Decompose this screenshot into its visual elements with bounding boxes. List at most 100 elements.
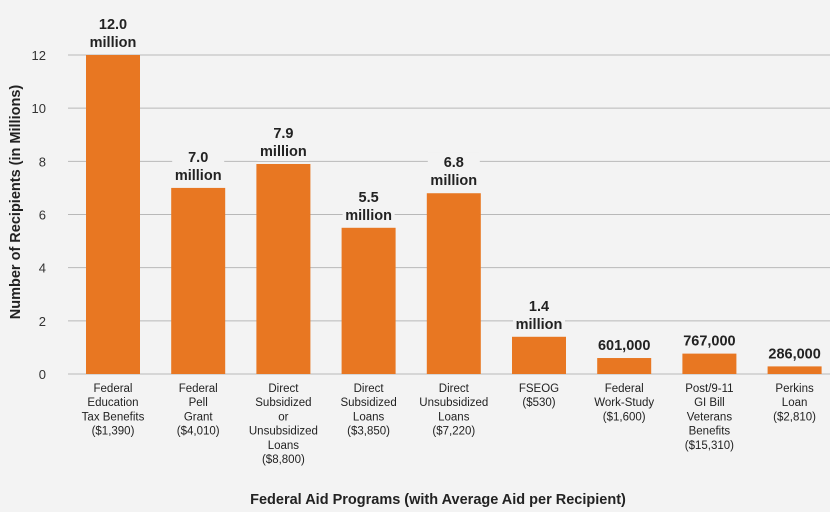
data-label-background [768,343,821,364]
data-label-line: million [260,144,307,160]
bar [256,163,311,374]
bar [512,336,566,374]
category-label-line: ($15,310) [685,440,734,452]
category-label-line: ($8,800) [262,454,305,466]
bars [86,55,822,374]
category-label-line: Federal [605,383,644,395]
data-label: 7.9 million [260,126,307,160]
category-label-line: Subsidized [340,397,396,409]
data-label: 5.5 million [345,190,392,224]
category-label-line: Direct [354,383,385,395]
category-label-line: GI Bill [694,397,725,409]
x-category-label: Direct Subsidized or Unsubsidized Loans ($8,8… [249,383,318,466]
data-label-background [683,330,736,351]
bar [341,227,396,374]
category-label-line: Benefits [689,426,731,438]
bar [426,193,481,374]
category-label-line: Work-Study [594,397,654,409]
category-label-line: Subsidized [255,397,311,409]
x-axis-title: Federal Aid Programs (with Average Aid p… [250,492,626,508]
data-label: 286,000 [768,346,820,362]
x-category-label: Federal Education Tax Benefits ($1,390) [82,383,145,438]
data-label-background [598,335,651,356]
x-axis-categories: Federal Education Tax Benefits ($1,390)Fede… [82,383,817,466]
y-axis-ticks: 0 2 4 6 8 10 12 [32,48,46,382]
category-label-line: Unsubsidized [419,397,488,409]
y-axis-title: Number of Recipients (in Millions) [8,85,24,320]
category-label-line: Loans [438,411,470,423]
bar [171,187,226,374]
category-label-line: or [278,411,288,423]
data-label-background [257,122,310,161]
data-label: 601,000 [598,338,650,354]
y-tick-label: 6 [39,208,46,223]
y-tick-label: 12 [32,48,46,63]
data-label-line: million [516,317,563,333]
x-category-label: Direct Unsubsidized Loans ($7,220) [419,383,488,438]
data-label: 6.8 million [430,155,477,189]
bar [767,366,822,374]
data-label-line: 7.0 [188,150,208,166]
data-label: 1.4 million [516,299,563,333]
category-label-line: ($1,390) [92,426,135,438]
category-label-line: ($1,600) [603,411,646,423]
category-label-line: Unsubsidized [249,426,318,438]
data-label-line: 601,000 [598,338,650,354]
category-label-line: Grant [184,411,214,423]
data-label-background [342,186,395,225]
data-label-background [513,295,565,334]
data-label-line: 7.9 [273,126,293,142]
data-label-line: 767,000 [683,334,735,350]
bar [86,55,140,374]
category-label-line: Education [87,397,138,409]
data-label-line: 6.8 [444,155,464,171]
data-label-line: 1.4 [529,299,549,315]
x-category-label: Direct Subsidized Loans ($3,850) [340,383,396,438]
category-label-line: Post/9-11 [685,383,733,395]
category-label-line: Direct [268,383,299,395]
x-category-label: Perkins Loan ($2,810) [773,383,816,423]
category-label-line: Federal [94,383,133,395]
category-label-line: Pell [189,397,208,409]
category-label-line: Direct [439,383,470,395]
y-tick-label: 0 [39,367,46,382]
category-label-line: Federal [179,383,218,395]
x-category-label: Post/9-11 GI Bill Veterans Benefits ($15,310… [685,383,734,452]
bar [682,353,737,374]
bar [597,358,652,374]
category-label-line: ($4,010) [177,426,220,438]
data-label-line: million [345,208,392,224]
data-label-line: million [430,173,477,189]
category-label-line: Loans [353,411,385,423]
data-label: 767,000 [683,334,735,350]
category-label-line: ($3,850) [347,426,390,438]
data-label-background [172,146,225,185]
category-label-line: ($530) [522,397,555,409]
category-label-line: Loans [268,440,300,452]
category-label-line: Perkins [775,383,814,395]
category-label-line: Tax Benefits [82,411,145,423]
category-label-line: ($2,810) [773,411,816,423]
data-labels: 12.0 million 7.0 million 7.9 million 5.5 millio… [87,14,821,364]
y-tick-label: 2 [39,314,46,329]
data-label-line: 5.5 [359,190,379,206]
data-label-background [427,152,480,191]
y-tick-label: 8 [39,154,46,169]
data-label-line: 12.0 [99,17,127,33]
y-tick-label: 10 [32,101,46,116]
category-label-line: ($7,220) [432,426,475,438]
x-category-label: Federal Work-Study ($1,600) [594,383,654,423]
data-label-line: million [175,168,222,184]
data-label: 12.0 million [90,17,137,51]
data-label-line: million [90,35,137,51]
x-category-label: Federal Pell Grant ($4,010) [177,383,220,438]
category-label-line: Veterans [687,411,733,423]
category-label-line: FSEOG [519,383,559,395]
category-label-line: Loan [782,397,808,409]
data-label-line: 286,000 [768,346,820,362]
y-tick-label: 4 [39,261,46,276]
data-label: 7.0 million [175,150,222,184]
data-label-background [87,14,139,52]
x-category-label: FSEOG ($530) [519,383,559,409]
